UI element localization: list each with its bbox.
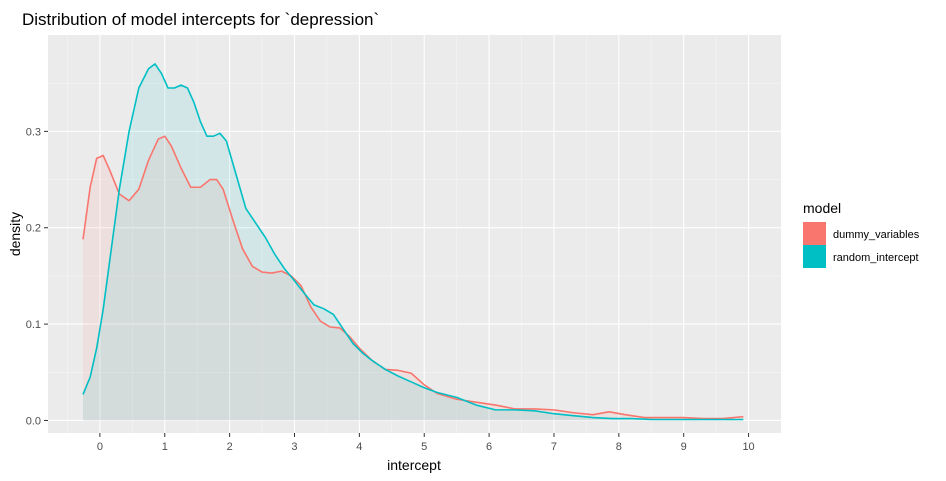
x-tick-label: 5 <box>421 441 427 453</box>
x-tick-label: 2 <box>227 441 233 453</box>
legend: model dummy_variables random_intercept <box>803 200 920 268</box>
x-tick-label: 10 <box>742 441 754 453</box>
x-tick-label: 0 <box>97 441 103 453</box>
x-axis-title: intercept <box>387 457 441 473</box>
x-tick-label: 9 <box>681 441 687 453</box>
y-tick-label: 0.0 <box>26 415 41 427</box>
x-tick-label: 1 <box>162 441 168 453</box>
plot-panel <box>48 35 781 433</box>
legend-title: model <box>803 200 841 216</box>
random-intercept-line <box>82 63 744 421</box>
random-intercept-area <box>83 63 744 421</box>
y-tick-label: 0.1 <box>26 319 41 331</box>
legend-key-random-intercept <box>803 245 826 268</box>
legend-key-dummy-variables <box>803 222 826 245</box>
legend-label-random-intercept: random_intercept <box>833 252 919 264</box>
y-axis: 0.0 0.1 0.2 0.3 <box>26 126 48 427</box>
y-tick-label: 0.3 <box>26 126 41 138</box>
chart-title: Distribution of model intercepts for `de… <box>22 10 379 29</box>
y-tick-label: 0.2 <box>26 223 41 235</box>
dummy-variables-area <box>83 136 744 421</box>
y-axis-title: density <box>7 212 23 256</box>
x-tick-label: 8 <box>616 441 622 453</box>
x-tick-label: 6 <box>486 441 492 453</box>
x-tick-label: 3 <box>291 441 297 453</box>
x-tick-label: 7 <box>551 441 557 453</box>
dummy-variables-line <box>82 135 744 420</box>
x-axis: 0 1 2 3 4 5 6 7 8 9 10 <box>97 433 755 453</box>
density-series <box>82 63 744 421</box>
gridlines <box>48 35 781 433</box>
legend-label-dummy-variables: dummy_variables <box>833 229 920 241</box>
x-tick-label: 4 <box>356 441 362 453</box>
